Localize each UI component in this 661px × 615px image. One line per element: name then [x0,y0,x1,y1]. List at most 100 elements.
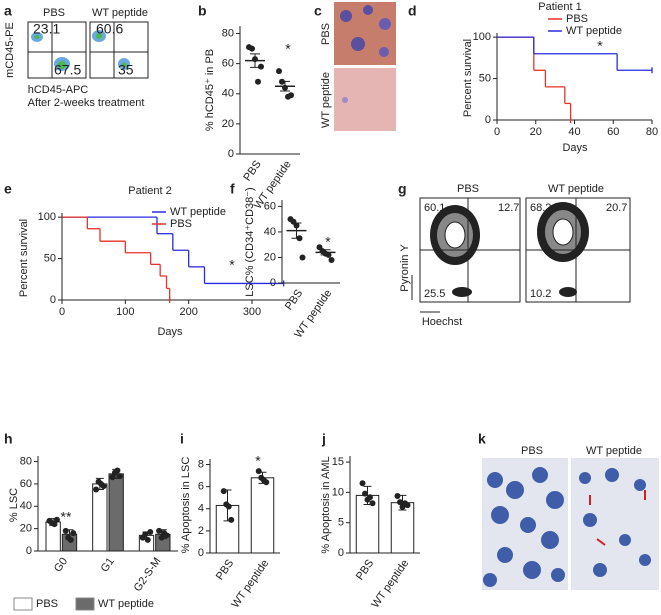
x-tick-label: PBS [354,558,376,583]
y-tick-label: 0 [338,547,344,559]
data-point [404,502,411,509]
data-point [369,500,376,507]
y-tick-label: 8 [198,458,204,470]
bar [108,473,124,552]
axis-label: Pyronin Y [399,244,411,292]
error-bar [291,222,302,239]
y-axis-label: % Apoptosis in AML [320,456,332,553]
y-tick-label: 60 [20,478,32,490]
x-tick-label: PBS [283,288,305,313]
cell [342,97,348,103]
y-tick-label: 100 [38,211,56,223]
data-point [156,527,163,534]
y-tick-label: 0 [485,114,491,126]
plot-title: PBS [43,7,65,19]
contour [444,221,466,249]
x-tick-label: G0 [52,556,70,575]
legend-label: WT peptide [98,598,154,610]
y-tick-label: 50 [44,252,56,264]
y-tick-label: 20 [222,118,234,130]
data-point [255,78,261,85]
x-tick-label: G1 [99,556,117,575]
data-point [93,486,100,493]
panel-letter: i [180,431,184,447]
panel-letter: b [198,3,207,19]
y-tick-label: 15 [332,456,344,468]
legend-swatch [75,597,95,611]
y-axis-label: % hCD45⁺ in PB [204,49,216,131]
y-tick-label: 0 [198,547,204,559]
caption: After 2-weeks treatment [28,97,145,109]
data-point [228,516,235,523]
image-label: PBS [320,23,332,45]
quadrant-value: 68.2 [530,202,551,214]
data-point [249,45,255,52]
axis-label: mCD45-PE [4,22,16,78]
quadrant-value: 20.7 [606,202,627,214]
data-point [116,473,123,480]
data-point [158,534,165,541]
plot-title: PBS [457,183,479,195]
panel-letter: k [478,431,486,447]
data-point [255,468,262,475]
quadrant-value: 60.6 [96,21,123,37]
y-tick-label: 0 [50,294,56,306]
legend-label: WT peptide [170,206,226,218]
panel-letter: c [314,3,322,19]
y-tick-label: 40 [222,88,234,100]
bar [250,477,275,554]
contour [452,287,472,297]
data-point [367,494,373,501]
image-label: PBS [521,445,543,457]
y-tick-label: 50 [479,72,491,84]
data-point [62,527,69,534]
x-tick-label: 40 [568,126,580,138]
x-tick-label: 80 [646,126,658,138]
x-tick-label: PBS [241,159,263,184]
annotation: * [325,234,331,250]
data-point [144,536,151,543]
data-point [276,68,282,75]
panel-g: g PBS WT peptide 60.1 12.7 25.5 68.2 20.… [398,181,631,328]
cell-population [58,61,66,69]
y-axis-label: LSC% (CD34⁺CD38⁻) [244,187,256,296]
data-point [51,521,58,528]
data-point [397,499,403,506]
panel-letter: d [408,3,417,19]
x-tick-label: 300 [243,306,261,318]
x-tick-label: 60 [607,126,619,138]
x-axis-label: Days [157,326,183,338]
quadrant-value: 23.1 [33,21,60,37]
arrow [589,490,646,546]
y-tick-label: 60 [222,58,234,70]
y-axis-label: % LSC [8,488,20,522]
x-tick-label: G2-S-M [132,556,164,594]
y-tick-label: 60 [264,200,276,212]
data-point [258,63,264,70]
chart-title: Patient 1 [538,1,581,13]
panel-a: a PBS WT peptide 23.1 67.5 60.6 35 mCD45… [4,3,149,109]
x-tick-label: WT peptide [369,558,411,611]
y-axis-label: Percent survival [18,219,30,297]
cell [340,10,352,22]
cells [483,467,651,587]
image-label: WT peptide [586,445,642,457]
legend-label: PBS [566,13,588,25]
legend-label: PBS [170,218,192,230]
data-point [109,474,116,481]
data-point [220,488,227,495]
y-tick-label: 100 [473,31,491,43]
x-tick-label: 200 [179,306,197,318]
y-tick-label: 20 [264,251,276,263]
y-axis-label: % Apoptosis in LSC [180,457,192,554]
contour [559,287,577,297]
data-point [328,257,335,264]
panel-letter: f [230,181,235,197]
panel-letter: a [4,3,12,19]
annotation: * [597,38,603,54]
quadrant-value: 10.2 [530,288,551,300]
x-tick-label: PBS [214,558,236,583]
y-tick-label: 40 [20,500,32,512]
quadrant-value: 60.1 [424,202,445,214]
data-point [114,467,121,474]
